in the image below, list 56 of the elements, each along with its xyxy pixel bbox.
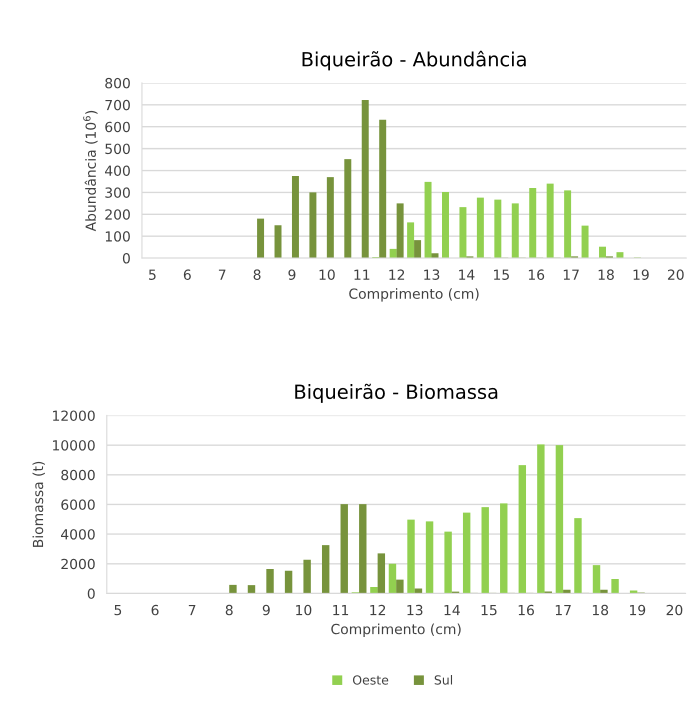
x-tick-label: 14 (459, 270, 474, 280)
x-tick-label: 15 (482, 604, 497, 616)
y-tick-label: 100 (106, 231, 130, 242)
x-tick-label: 8 (226, 604, 233, 616)
x-tick-label: 7 (188, 604, 196, 616)
x-tick-label: 11 (354, 270, 370, 280)
x-tick-label: 10 (320, 269, 335, 280)
x-axis-title: Comprimento (cm) (349, 288, 479, 302)
legend-label: Oeste (352, 675, 388, 685)
y-axis-title: Abundância (10$^{6}$) (83, 110, 98, 232)
x-tick-label: 13 (424, 269, 440, 280)
x-tick-label: 16 (528, 269, 544, 280)
y-tick-label: 2000 (61, 558, 95, 570)
x-tick-label: 18 (592, 604, 608, 616)
y-tick-label: 500 (105, 144, 130, 154)
x-tick-label: 20 (666, 604, 682, 616)
legend-label: Sul (434, 675, 452, 685)
y-tick-label: 12000 (53, 410, 95, 421)
x-tick-label: 12 (370, 604, 386, 616)
y-tick-label: 600 (105, 122, 130, 132)
x-tick-label: 19 (630, 604, 646, 616)
x-tick-label: 5 (114, 604, 122, 616)
x-tick-label: 10 (296, 604, 312, 616)
y-tick-label: 400 (104, 165, 130, 176)
x-tick-label: 7 (218, 270, 226, 280)
x-tick-label: 17 (564, 270, 579, 280)
x-tick-label: 9 (262, 604, 270, 616)
x-tick-label: 11 (333, 604, 348, 616)
x-tick-label: 8 (254, 269, 261, 280)
x-tick-label: 5 (149, 270, 156, 280)
y-axis-title: Biomassa (t) (32, 462, 45, 547)
x-tick-label: 9 (288, 269, 296, 280)
y-tick-label: 200 (105, 209, 130, 220)
y-tick-label: 0 (122, 253, 130, 264)
x-tick-label: 6 (152, 604, 159, 616)
chart-title: Biqueirão - Abundância (302, 50, 526, 70)
x-tick-label: 19 (634, 269, 649, 280)
chart-title: Biqueirão - Biomassa (295, 384, 498, 403)
x-tick-label: 16 (518, 604, 534, 616)
y-tick-label: 4000 (61, 529, 95, 540)
x-tick-label: 17 (556, 604, 571, 616)
y-tick-label: 800 (105, 78, 130, 88)
x-tick-label: 12 (389, 269, 404, 280)
x-tick-label: 6 (184, 269, 191, 280)
x-axis-title: Comprimento (cm) (331, 624, 461, 637)
y-tick-label: 10000 (53, 440, 95, 451)
y-tick-label: 300 (105, 187, 130, 198)
x-tick-label: 13 (407, 604, 422, 616)
x-tick-label: 20 (668, 269, 684, 280)
x-tick-label: 15 (494, 270, 509, 280)
y-tick-label: 8000 (61, 470, 95, 480)
x-tick-label: 18 (598, 269, 614, 280)
y-tick-label: 6000 (61, 499, 95, 510)
x-tick-label: 14 (444, 604, 460, 616)
y-tick-label: 0 (88, 588, 95, 599)
y-tick-label: 700 (105, 100, 130, 110)
